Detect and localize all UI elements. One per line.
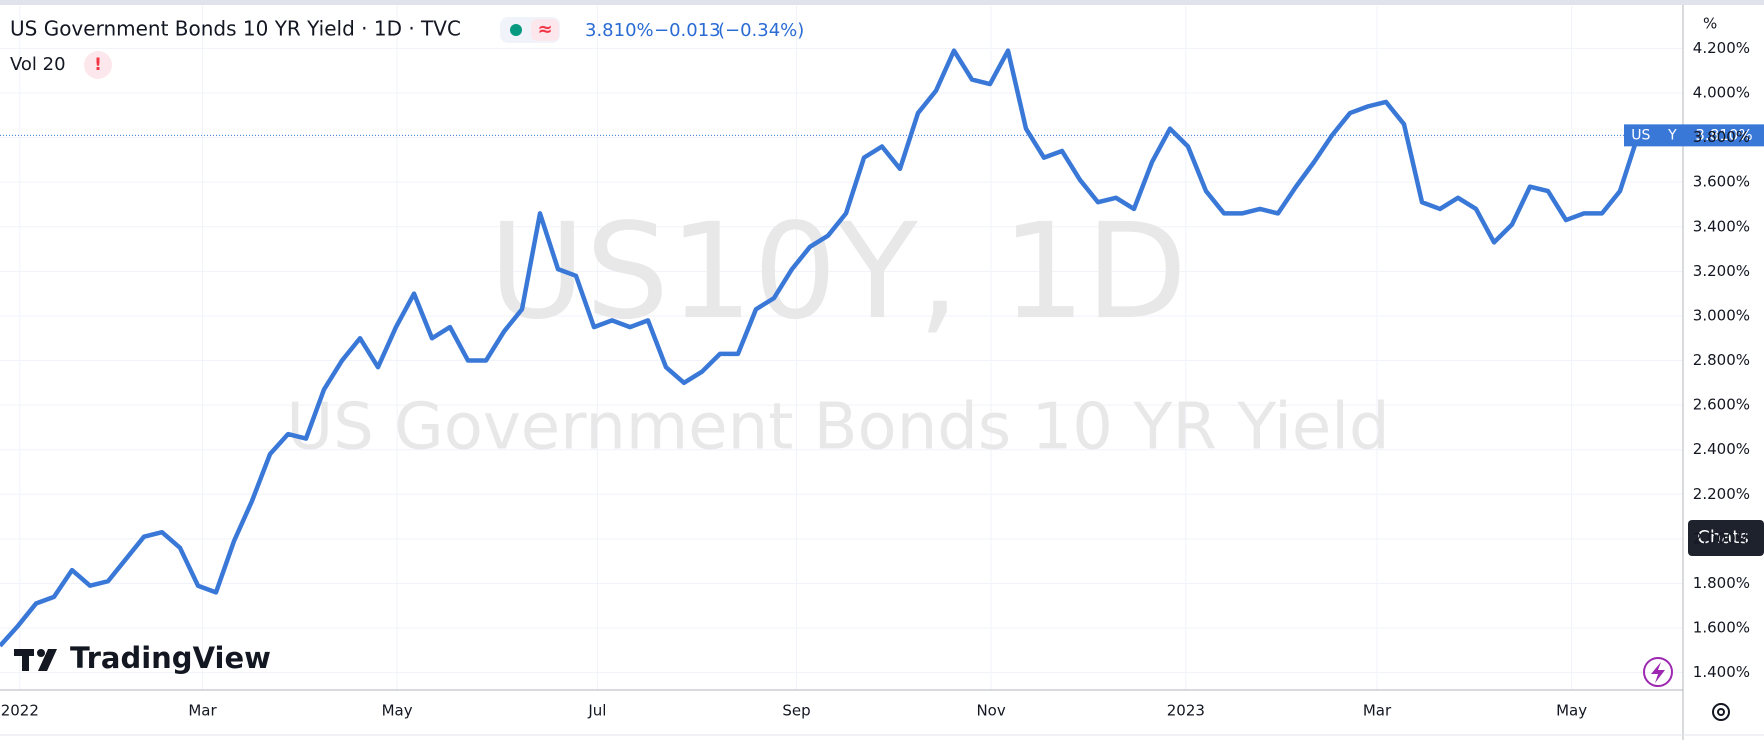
chats-label[interactable]: Chats xyxy=(1697,527,1748,548)
y-tick-label: 1.400% xyxy=(1693,663,1750,681)
y-tick-label: 4.200% xyxy=(1693,39,1750,57)
x-tick-label: May xyxy=(1556,702,1587,720)
y-tick-label: 1.600% xyxy=(1693,619,1750,637)
data-status: ≈ xyxy=(537,19,552,40)
symbol-title: US Government Bonds 10 YR Yield · 1D · T… xyxy=(10,17,461,41)
settings-button[interactable] xyxy=(1712,703,1730,721)
y-tick-label: 2.400% xyxy=(1693,440,1750,458)
watermark-subtitle: US Government Bonds 10 YR Yield xyxy=(286,391,1389,465)
x-tick-label: 2022 xyxy=(1,702,39,720)
price-line xyxy=(0,48,1641,648)
y-tick-label: 2.000% xyxy=(1693,529,1750,547)
x-tick-label: Mar xyxy=(1363,702,1392,720)
logo: TradingView xyxy=(70,641,271,675)
y-tick-label: 3.000% xyxy=(1693,306,1750,324)
x-tick-label: Nov xyxy=(976,702,1005,720)
indicator-alert: ! xyxy=(94,55,102,75)
last-price-badge xyxy=(1684,124,1764,147)
logo-icon xyxy=(14,649,57,671)
y-tick-label: 3.200% xyxy=(1693,262,1750,280)
last-price-label: 3.810% xyxy=(1695,126,1752,144)
lightning-button[interactable] xyxy=(1643,657,1673,687)
y-tick-label: 3.800% xyxy=(1693,128,1750,146)
top-border xyxy=(0,0,1764,5)
x-tick-label: 2023 xyxy=(1167,702,1205,720)
market-status xyxy=(510,24,522,36)
y-tick-label: 2.800% xyxy=(1693,351,1750,369)
y-tick-label: 1.800% xyxy=(1693,574,1750,592)
symbol-badge xyxy=(1624,124,1684,147)
y-tick-label: 3.600% xyxy=(1693,173,1750,191)
y-tick-label: 4.000% xyxy=(1693,83,1750,101)
x-tick-label: May xyxy=(382,702,413,720)
plot xyxy=(0,48,1641,648)
indicator: Vol 20 xyxy=(10,54,66,75)
symbol-badge-label: US Y xyxy=(1631,127,1677,143)
x-tick-label: Jul xyxy=(587,702,606,720)
chats-button[interactable] xyxy=(1688,520,1764,556)
y-tick-label: 2.600% xyxy=(1693,396,1750,414)
x-tick-label: Sep xyxy=(782,702,810,720)
settings-icon xyxy=(1717,708,1725,716)
indicator-alert-bg[interactable] xyxy=(84,51,112,79)
grid xyxy=(0,5,1683,690)
change-pct: (−0.34%) xyxy=(718,20,804,41)
x-tick-label: Mar xyxy=(188,702,217,720)
change: −0.013 xyxy=(654,20,721,41)
lightning-icon xyxy=(1651,662,1665,683)
data-status-bg xyxy=(531,19,559,41)
overlay: US Y 3.810% xyxy=(1624,124,1764,147)
y-tick-label: 3.400% xyxy=(1693,217,1750,235)
price: 3.810% xyxy=(585,20,654,41)
y-unit: % xyxy=(1703,15,1717,33)
y-tick-label: 2.200% xyxy=(1693,485,1750,503)
